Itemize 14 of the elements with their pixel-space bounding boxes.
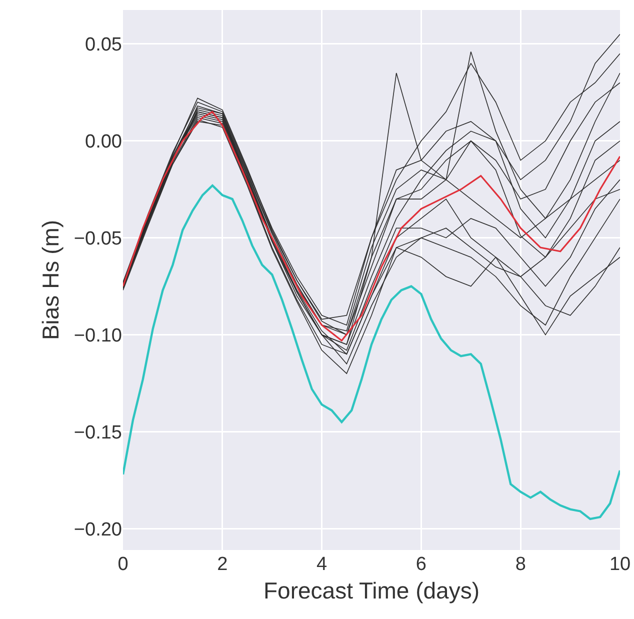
x-tick-label: 0 — [118, 554, 128, 575]
y-tick-label: −0.10 — [74, 325, 122, 346]
x-tick-label: 2 — [217, 554, 228, 575]
y-tick-label: 0.05 — [85, 34, 122, 56]
x-tick-label: 4 — [316, 554, 328, 575]
x-axis-title: Forecast Time (days) — [264, 578, 480, 604]
y-tick-label: −0.05 — [74, 228, 122, 250]
y-tick-label: −0.15 — [74, 422, 122, 444]
x-tick-label: 10 — [609, 554, 631, 575]
y-tick-label: −0.20 — [74, 519, 122, 540]
y-axis-title: Bias Hs (m) — [37, 220, 64, 340]
x-tick-label: 8 — [515, 554, 526, 575]
y-tick-label: 0.00 — [85, 132, 122, 153]
x-tick-label: 6 — [416, 554, 426, 575]
